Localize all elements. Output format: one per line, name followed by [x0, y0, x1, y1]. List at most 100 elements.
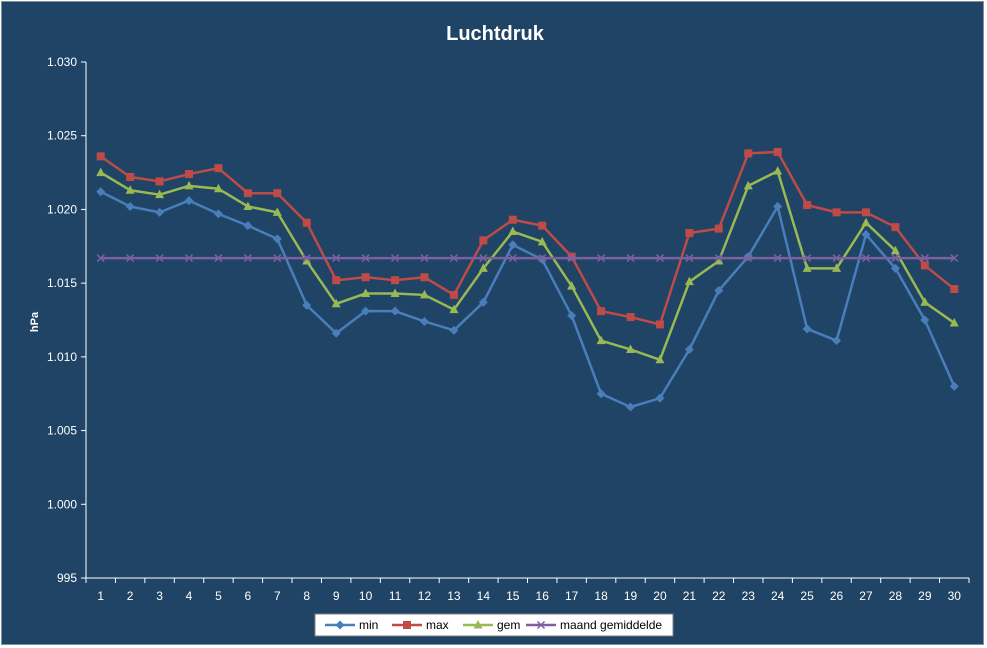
data-point-min: [449, 325, 459, 335]
data-point-max: [626, 313, 635, 322]
x-tick-label: 23: [742, 589, 756, 603]
data-point-min: [361, 306, 371, 316]
data-point-min: [861, 229, 871, 239]
data-point-gem: [596, 335, 606, 345]
x-tick-label: 7: [274, 589, 281, 603]
data-point-max: [185, 170, 194, 179]
data-point-gem: [861, 217, 871, 227]
data-point-gem: [449, 304, 459, 314]
data-point-max: [861, 208, 870, 217]
data-point-max: [302, 218, 311, 227]
data-point-gem: [184, 180, 194, 190]
data-point-gem: [478, 263, 488, 272]
data-point-gem: [272, 207, 282, 216]
data-point-min: [567, 311, 577, 321]
data-point-max: [449, 290, 458, 299]
data-point-maand-gemiddelde: [361, 254, 370, 263]
x-tick-label: 24: [771, 589, 785, 603]
data-point-max: [920, 261, 929, 270]
data-point-min: [920, 315, 930, 325]
series-line-gem: [100, 169, 956, 362]
x-tick-label: 18: [594, 589, 608, 603]
data-point-gem: [743, 180, 753, 190]
data-point-max: [273, 189, 282, 198]
legend-item-gem: gem: [463, 618, 520, 632]
data-point-gem: [890, 245, 900, 255]
series-min: [96, 187, 959, 412]
x-tick-label: 12: [418, 589, 432, 603]
data-point-gem: [361, 288, 371, 297]
data-point-gem: [920, 297, 930, 306]
legend-marker-maand-gemiddelde: [536, 620, 546, 630]
data-point-min: [125, 201, 135, 211]
x-tick-label: 4: [186, 589, 193, 603]
x-tick-label: 26: [830, 589, 844, 603]
data-point-min: [390, 306, 400, 316]
legend-item-max: max: [392, 618, 449, 632]
y-tick-label: 1.000: [47, 497, 77, 511]
x-tick-label: 28: [889, 589, 903, 603]
data-point-min: [331, 328, 341, 338]
data-point-maand-gemiddelde: [420, 254, 429, 263]
x-tick-label: 3: [156, 589, 163, 603]
series-layer: [96, 147, 959, 412]
data-point-max: [655, 320, 664, 329]
data-point-maand-gemiddelde: [655, 254, 664, 263]
y-tick-label: 1.010: [47, 350, 77, 364]
data-point-gem: [331, 298, 341, 308]
data-point-max: [773, 147, 782, 156]
data-point-max: [243, 189, 252, 198]
data-point-gem: [832, 263, 842, 272]
data-point-max: [361, 273, 370, 282]
data-point-max: [420, 273, 429, 282]
data-point-maand-gemiddelde: [891, 254, 900, 263]
data-point-gem: [213, 183, 223, 193]
data-point-max: [832, 208, 841, 217]
data-point-max: [685, 229, 694, 238]
data-point-min: [949, 381, 959, 391]
data-point-maand-gemiddelde: [479, 254, 488, 263]
data-point-gem: [626, 344, 636, 353]
data-point-maand-gemiddelde: [861, 254, 871, 263]
x-tick-label: 14: [477, 589, 491, 603]
series-gem: [96, 166, 959, 364]
data-point-min: [714, 286, 724, 296]
y-tick-label: 1.005: [47, 424, 77, 438]
legend-label-maand-gemiddelde: maand gemiddelde: [560, 618, 662, 632]
x-tick-label: 16: [536, 589, 550, 603]
data-point-maand-gemiddelde: [302, 254, 311, 263]
data-point-gem: [243, 201, 253, 210]
y-tick-label: 1.030: [47, 55, 77, 69]
data-point-maand-gemiddelde: [597, 254, 606, 263]
data-point-maand-gemiddelde: [332, 254, 341, 263]
data-point-maand-gemiddelde: [685, 254, 694, 263]
data-point-min: [684, 344, 694, 354]
data-point-max: [567, 252, 576, 261]
data-point-maand-gemiddelde: [773, 254, 782, 263]
data-point-min: [184, 196, 194, 206]
legend-box: [314, 613, 674, 637]
data-point-gem: [302, 256, 312, 265]
x-tick-label: 6: [245, 589, 252, 603]
data-point-max: [891, 223, 900, 232]
data-point-gem: [802, 263, 812, 272]
y-tick-label: 1.015: [47, 276, 77, 290]
series-max: [96, 147, 959, 329]
data-point-min: [655, 393, 665, 403]
data-point-max: [803, 201, 812, 210]
data-point-maand-gemiddelde: [567, 254, 576, 263]
data-point-max: [214, 164, 223, 173]
legend-item-maand-gemiddelde: maand gemiddelde: [526, 618, 662, 632]
data-point-maand-gemiddelde: [214, 254, 223, 263]
x-tick-label: 21: [683, 589, 697, 603]
x-tick-label: 1: [97, 589, 104, 603]
legend-marker-max: [403, 621, 411, 629]
data-point-min: [155, 207, 165, 217]
y-tick-label: 1.020: [47, 202, 77, 216]
series-line-max: [99, 150, 956, 326]
data-point-min: [419, 316, 429, 326]
data-point-max: [508, 215, 517, 224]
data-point-maand-gemiddelde: [832, 254, 841, 263]
